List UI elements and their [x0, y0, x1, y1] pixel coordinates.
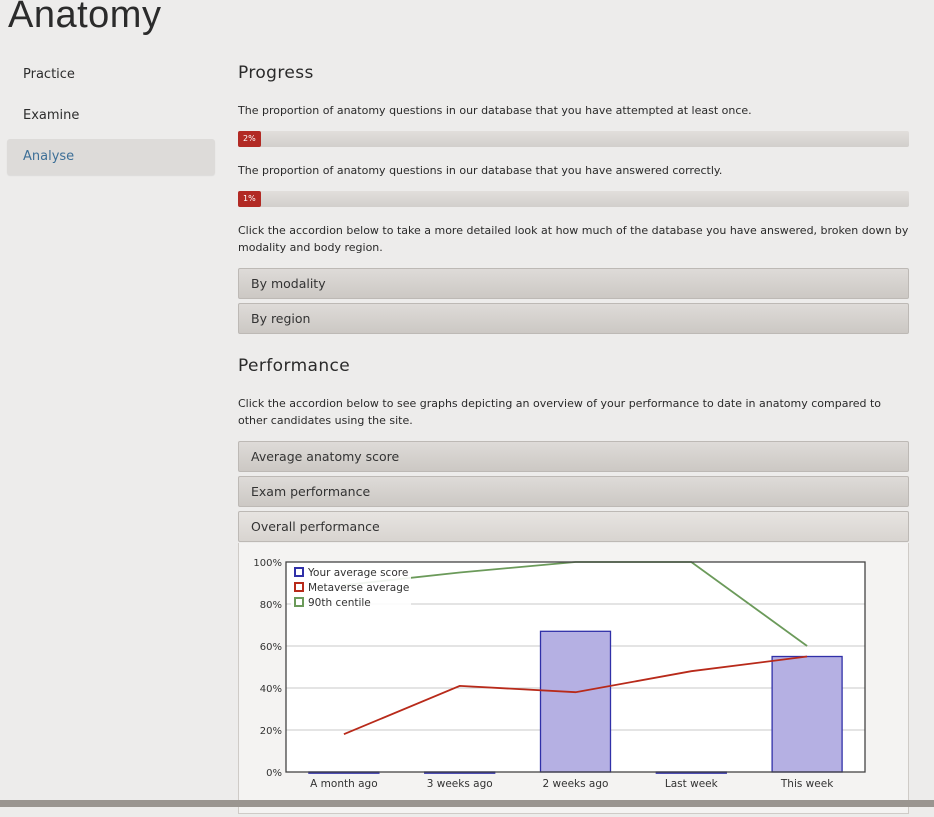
window-bottom-edge [0, 800, 934, 807]
sidebar-item-examine[interactable]: Examine [23, 108, 80, 123]
legend-label: 90th centile [308, 597, 371, 609]
y-tick-label: 60% [260, 642, 282, 653]
bar-5 [771, 655, 843, 773]
y-tick-label: 40% [260, 684, 282, 695]
correct-description: The proportion of anatomy questions in o… [238, 164, 723, 177]
performance-heading: Performance [238, 356, 351, 376]
attempted-description: The proportion of anatomy questions in o… [238, 104, 752, 117]
chart-panel: 0% 20% 40% 60% 80% 100% A month ago 3 weeks ago… [238, 543, 909, 814]
accordion-overall-performance[interactable]: Overall performance [238, 511, 909, 542]
plot-frame [285, 561, 866, 773]
accordion-by-modality[interactable]: By modality [238, 268, 909, 299]
legend-label: Metaverse average [308, 582, 409, 594]
accordion-description: Click the accordion below to take a more… [238, 224, 909, 254]
y-tick-label: 80% [260, 600, 282, 611]
x-tick-label: A month ago [310, 778, 377, 790]
x-tick-label: 2 weeks ago [543, 778, 609, 790]
accordion-label: Overall performance [251, 519, 380, 534]
legend-swatch-2 [294, 582, 304, 592]
accordion-label: Average anatomy score [251, 449, 400, 464]
legend-swatch-3 [294, 597, 304, 607]
page-title: Anatomy [8, 0, 162, 36]
correct-progress-fill: 1% [238, 191, 261, 207]
y-tick-label: 100% [253, 558, 282, 569]
accordion-label: Exam performance [251, 484, 371, 499]
overall-performance-chart: 0% 20% 40% 60% 80% 100% A month ago 3 weeks ago… [253, 558, 866, 790]
bar-3 [539, 630, 612, 773]
correct-progress-bar: 1% [238, 191, 909, 207]
sidebar: Practice Examine Analyse [7, 57, 215, 180]
progress-heading: Progress [238, 63, 314, 83]
x-tick-label: 3 weeks ago [427, 778, 493, 790]
attempted-progress-bar: 2% [238, 131, 909, 147]
y-tick-label: 20% [260, 726, 282, 737]
accordion-label: By modality [251, 276, 326, 291]
x-tick-label: Last week [665, 778, 719, 790]
sidebar-item-practice[interactable]: Practice [23, 67, 75, 82]
line-metaverse-average [343, 655, 808, 736]
y-tick-label: 0% [266, 768, 282, 779]
accordion-exam-performance[interactable]: Exam performance [238, 476, 909, 507]
legend-swatch-1 [294, 567, 304, 577]
sidebar-item-analyse[interactable]: Analyse [7, 139, 215, 175]
accordion-average-anatomy-score[interactable]: Average anatomy score [238, 441, 909, 472]
legend-label: Your average score [307, 567, 408, 579]
performance-description: Click the accordion below to see graphs … [238, 397, 882, 427]
accordion-label: By region [251, 311, 311, 326]
accordion-by-region[interactable]: By region [238, 303, 909, 334]
legend-box [291, 566, 411, 614]
attempted-progress-fill: 2% [238, 131, 261, 147]
x-tick-label: This week [780, 778, 834, 790]
